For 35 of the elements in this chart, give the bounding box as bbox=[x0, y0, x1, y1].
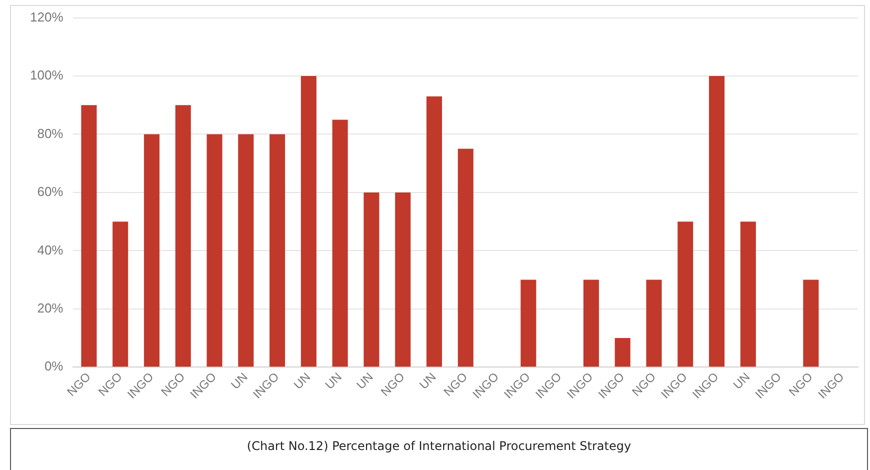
bar bbox=[708, 76, 725, 367]
y-tick-label: 80% bbox=[37, 126, 64, 141]
x-tick-label: UN bbox=[228, 370, 250, 392]
bar bbox=[740, 222, 756, 367]
x-tick-label: UN bbox=[290, 370, 314, 392]
bar bbox=[678, 222, 694, 367]
bar bbox=[426, 96, 442, 367]
bar bbox=[270, 134, 286, 367]
bar bbox=[458, 148, 474, 367]
x-tick-label: UN bbox=[354, 370, 376, 392]
bar bbox=[112, 222, 128, 367]
bar bbox=[520, 280, 536, 367]
y-tick-label: 20% bbox=[37, 300, 64, 316]
bar bbox=[364, 192, 380, 367]
bar bbox=[803, 280, 819, 367]
bar bbox=[332, 120, 348, 367]
y-tick-label: 0% bbox=[44, 358, 64, 374]
y-tick-label: 40% bbox=[37, 242, 64, 258]
x-tick-label: UN bbox=[322, 370, 345, 392]
bar bbox=[614, 338, 630, 367]
bar bbox=[300, 76, 316, 367]
text: (Chart No.12) Percentage of International Procurement Strategy bbox=[10, 428, 868, 470]
x-tick-label: UN bbox=[416, 370, 439, 392]
bar bbox=[646, 280, 662, 367]
bar bbox=[206, 134, 222, 367]
bar bbox=[238, 134, 254, 367]
bar bbox=[175, 105, 191, 367]
x-tick-label: UN bbox=[730, 370, 753, 392]
y-tick-label: 60% bbox=[37, 184, 64, 200]
bar bbox=[81, 105, 97, 367]
bar bbox=[144, 134, 160, 367]
bar bbox=[395, 192, 411, 367]
y-tick-label: 100% bbox=[30, 68, 64, 83]
bar bbox=[583, 280, 599, 367]
y-tick-label: 120% bbox=[30, 9, 64, 24]
